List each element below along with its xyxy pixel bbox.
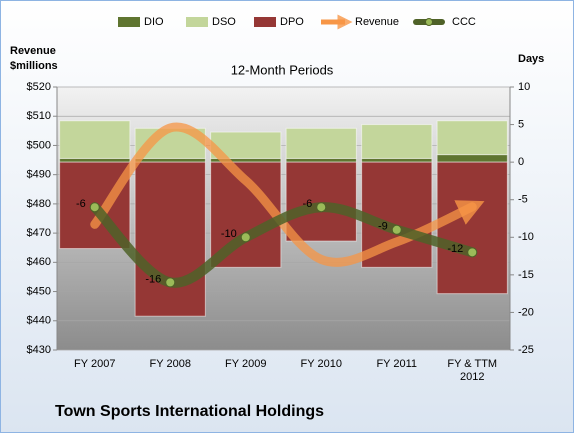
data-label: -9 xyxy=(378,221,388,233)
ccc-point xyxy=(165,277,176,288)
bar xyxy=(285,161,357,242)
x-tick-label: FY & TTM 2012 xyxy=(447,358,498,383)
legend-label: DPO xyxy=(280,16,304,28)
legend-label: Revenue xyxy=(355,16,399,28)
x-tick-label: FY 2008 xyxy=(149,358,191,370)
revenue-line xyxy=(90,122,485,267)
data-label: -12 xyxy=(447,243,463,255)
data-label: -6 xyxy=(76,198,86,210)
y2-tick-label: -25 xyxy=(518,344,534,356)
data-label: -10 xyxy=(221,228,237,240)
legend-swatch xyxy=(254,17,276,27)
y-tick-label: $500 xyxy=(27,139,51,151)
legend-label: CCC xyxy=(452,16,476,28)
legend-swatch xyxy=(186,17,208,27)
y2-axis-title: Days xyxy=(518,53,544,65)
y2-tick-label: 10 xyxy=(518,81,530,93)
ccc-point xyxy=(240,232,251,243)
y2-tick-label: -5 xyxy=(518,194,528,206)
y-tick-label: $440 xyxy=(27,315,51,327)
bar xyxy=(361,124,433,159)
ccc-point xyxy=(89,202,100,213)
y2-tick-label: 5 xyxy=(518,118,524,130)
y-axis-title: Revenue xyxy=(10,45,56,57)
y-tick-label: $470 xyxy=(27,227,51,239)
bar xyxy=(59,120,131,159)
legend-label: DIO xyxy=(144,16,164,28)
ccc-point xyxy=(316,202,327,213)
ccc-point xyxy=(391,224,402,235)
bar xyxy=(436,154,508,163)
y2-tick-label: -20 xyxy=(518,306,534,318)
y2-tick-label: -10 xyxy=(518,231,534,243)
x-tick-label: FY 2010 xyxy=(300,358,342,370)
y-tick-label: $510 xyxy=(27,110,51,122)
legend-swatch xyxy=(425,18,433,26)
chart-title: Town Sports International Holdings xyxy=(55,403,324,420)
data-label: -16 xyxy=(145,273,161,285)
bar xyxy=(285,127,357,159)
x-tick-label: FY 2007 xyxy=(74,358,116,370)
y2-tick-label: -15 xyxy=(518,269,534,281)
legend-swatch xyxy=(118,17,140,27)
bar xyxy=(436,120,508,156)
legend-label: DSO xyxy=(212,16,236,28)
x-tick-label: FY 2011 xyxy=(376,358,418,370)
subtitle: 12-Month Periods xyxy=(231,62,334,77)
y-tick-label: $490 xyxy=(27,169,51,181)
bar xyxy=(361,157,433,163)
bar xyxy=(134,157,206,163)
y-tick-label: $480 xyxy=(27,198,51,210)
y2-tick-label: 0 xyxy=(518,156,524,168)
y-tick-label: $450 xyxy=(27,285,51,297)
bar xyxy=(436,161,508,295)
ccc-point xyxy=(467,247,478,258)
y-tick-label: $460 xyxy=(27,256,51,268)
y-axis-title: $millions xyxy=(10,60,58,72)
y-tick-label: $430 xyxy=(27,344,51,356)
data-label: -6 xyxy=(302,198,312,210)
bar xyxy=(134,161,206,317)
y-tick-label: $520 xyxy=(27,81,51,93)
bar xyxy=(59,157,131,163)
bar xyxy=(285,157,357,163)
x-tick-label: FY 2009 xyxy=(225,358,267,370)
